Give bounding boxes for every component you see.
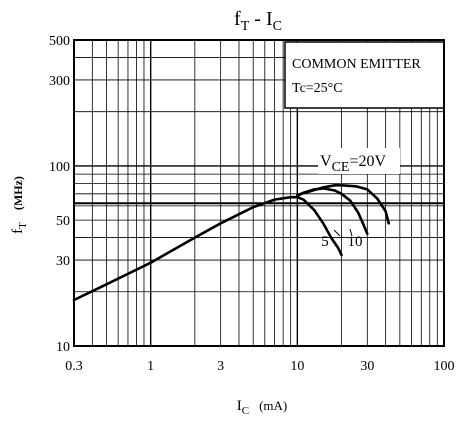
curve-label-leader	[349, 228, 353, 237]
vce-label-bg	[318, 148, 400, 174]
curve-label-leader	[333, 229, 341, 237]
annotation-line1: COMMON EMITTER	[292, 57, 421, 72]
y-axis-label-group: fT(MHz)	[10, 176, 29, 234]
y-tick-labels: 10 30 50 100 300 500	[49, 34, 70, 355]
x-tick-label: 3	[217, 359, 224, 374]
y-tick-label: 10	[56, 340, 70, 355]
curve-label-10: 10	[348, 234, 363, 250]
x-tick-label: 10	[290, 359, 304, 374]
x-tick-label: 100	[434, 359, 455, 374]
curve-label-5: 5	[321, 234, 329, 250]
y-axis-label: fT(MHz)	[10, 176, 29, 234]
annotation-box-frame	[284, 41, 445, 109]
series-line-2	[296, 187, 369, 235]
annotation-line2: Tc=25°C	[292, 81, 343, 96]
chart-title: fT - IC	[234, 8, 282, 34]
y-tick-label: 500	[49, 34, 70, 49]
series-group: 5 10	[72, 184, 390, 302]
x-tick-labels: 0.3 1 3 10 30 100	[65, 359, 454, 374]
x-tick-label: 1	[147, 359, 154, 374]
y-tick-label: 100	[49, 160, 70, 175]
vce-label: VCE=20V	[320, 153, 386, 175]
vce-label-group: VCE=20V	[318, 148, 400, 175]
x-tick-label: 0.3	[65, 359, 83, 374]
y-tick-label: 50	[56, 214, 70, 229]
x-axis-label: IC (mA)	[237, 398, 288, 417]
annotation-box: COMMON EMITTER Tc=25°C	[284, 41, 445, 109]
x-tick-label: 30	[360, 359, 374, 374]
y-tick-label: 30	[56, 254, 70, 269]
plot-frame	[73, 39, 445, 347]
series-line-3	[296, 184, 390, 225]
y-tick-label: 300	[49, 74, 70, 89]
series-line-1	[72, 195, 343, 302]
